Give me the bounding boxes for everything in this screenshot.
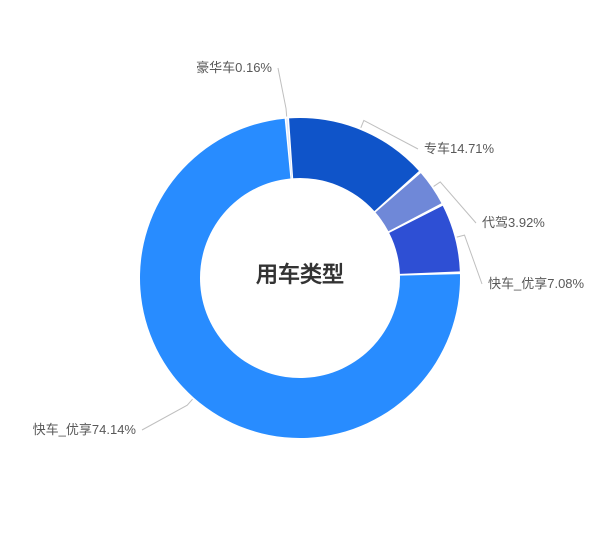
label-豪华车: 豪华车0.16%	[196, 60, 272, 75]
leader-豪华车	[278, 68, 287, 117]
label-快车_优享: 快车_优享74.14%	[33, 422, 137, 437]
donut-chart: 豪华车0.16% 专车14.71% 代驾3.92% 快车_优享7.08% 快车_优享74…	[0, 0, 600, 545]
label-代驾: 代驾3.92%	[482, 215, 545, 230]
donut-svg: 豪华车0.16% 专车14.71% 代驾3.92% 快车_优享7.08% 快车_优享74…	[0, 0, 600, 545]
leader-快车_优享	[457, 235, 482, 284]
label-快车_优享: 快车_优享7.08%	[488, 276, 585, 291]
label-专车: 专车14.71%	[424, 141, 495, 156]
leader-快车_优享	[142, 399, 193, 430]
